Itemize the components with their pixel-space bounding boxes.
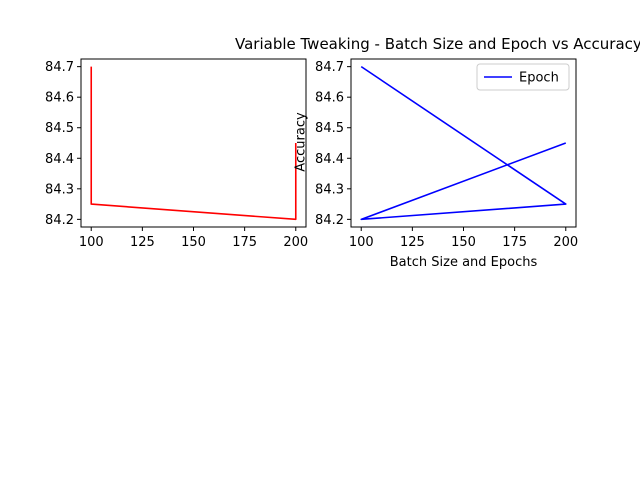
y-tick-label: 84.2 <box>45 213 74 228</box>
x-tick-label: 200 <box>553 235 578 250</box>
y-tick-label: 84.2 <box>315 213 344 228</box>
figure-title: Variable Tweaking - Batch Size and Epoch… <box>235 35 640 53</box>
x-tick-label: 150 <box>181 235 206 250</box>
x-tick-label: 175 <box>502 235 527 250</box>
legend-entry-label: Epoch <box>519 71 559 86</box>
x-tick-label: 150 <box>451 235 476 250</box>
legend-box <box>476 63 570 91</box>
y-axis-label: Accuracy <box>294 112 309 172</box>
x-tick-label: 125 <box>130 235 155 250</box>
series-line-epoch <box>360 65 567 221</box>
y-tick-label: 84.7 <box>315 60 344 75</box>
x-tick-label: 125 <box>400 235 425 250</box>
x-axis-label: Batch Size and Epochs <box>390 255 538 270</box>
legend: Epoch <box>476 63 570 91</box>
x-tick-label: 175 <box>232 235 257 250</box>
right-plot: 100 125 150 175 200 84.2 84.3 84.4 84.5 84.6 84.7 B… <box>294 58 578 270</box>
x-tick-label: 200 <box>283 235 308 250</box>
y-tick-label: 84.4 <box>45 152 74 167</box>
left-plot: 100 125 150 175 200 84.2 84.3 84.4 84.5 84.6 84.7 <box>45 58 308 250</box>
axes-frame <box>80 58 307 228</box>
y-tick-label: 84.3 <box>45 182 74 197</box>
y-tick-label: 84.6 <box>315 91 344 106</box>
y-tick-label: 84.5 <box>45 121 74 136</box>
y-tick-label: 84.7 <box>45 60 74 75</box>
y-tick-label: 84.6 <box>45 91 74 106</box>
x-tick-label: 100 <box>79 235 104 250</box>
series-line-plot-0-0 <box>90 66 297 221</box>
y-tick-label: 84.5 <box>315 121 344 136</box>
y-tick-label: 84.3 <box>315 182 344 197</box>
y-tick-label: 84.4 <box>315 152 344 167</box>
x-tick-label: 100 <box>349 235 374 250</box>
